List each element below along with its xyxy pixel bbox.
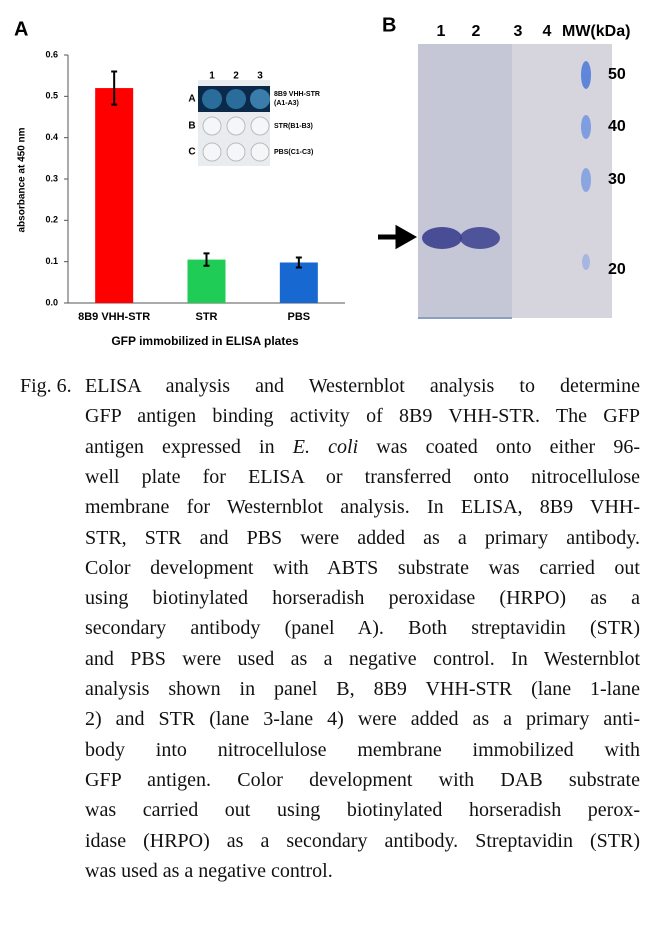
y-tick-label: 0.0 xyxy=(45,297,58,307)
lane-label: 4 xyxy=(543,23,552,40)
error-bar xyxy=(203,252,210,267)
inset-col: 1 xyxy=(209,71,215,82)
inset-row: B xyxy=(188,121,195,132)
y-tick-label: 0.2 xyxy=(45,215,58,225)
error-bar xyxy=(111,70,118,106)
blot: 1 2 3 4 MW(kDa) 50 40 30 20 xyxy=(378,23,630,319)
inset-row: A xyxy=(188,94,195,105)
y-axis-label: absorbance at 450 nm xyxy=(17,127,28,232)
caption-line: GFP antigen. Color development with DAB … xyxy=(85,768,640,791)
inset-note: (A1-A3) xyxy=(274,100,299,107)
well xyxy=(226,142,246,162)
lane-label: 2 xyxy=(472,23,481,40)
bar xyxy=(187,259,226,303)
y-tick-label: 0.4 xyxy=(45,132,58,142)
well xyxy=(226,89,246,109)
membrane xyxy=(512,44,612,318)
caption-line: membrane for Westernblot analysis. In EL… xyxy=(85,496,640,519)
caption-line: well plate for ELISA or transferred onto… xyxy=(85,465,640,488)
error-bar xyxy=(295,256,302,269)
band xyxy=(460,227,500,249)
x-tick-label: 8B9 VHH-STR xyxy=(78,311,150,323)
inset-note: STR(B1-B3) xyxy=(274,123,313,130)
mw-band xyxy=(582,254,590,270)
x-axis-label: GFP immobilized in ELISA plates xyxy=(111,334,299,348)
caption-text: was coated onto either 96- xyxy=(358,435,640,458)
caption-line: idase (HRPO) as a secondary antibody. St… xyxy=(85,829,640,852)
mw-band xyxy=(581,168,591,192)
bar xyxy=(95,88,134,303)
mw-label: 50 xyxy=(608,66,626,83)
caption-line: analysis shown in panel B, 8B9 VHH-STR (… xyxy=(85,678,640,700)
inset-plate: 1 2 3 A B C 8B9 VHH-STR (A1-A3) STR(B1-B… xyxy=(188,71,320,166)
well xyxy=(202,89,222,109)
caption-line: secondary antibody (panel A). Both strep… xyxy=(85,617,640,640)
lane-label: MW(kDa) xyxy=(562,23,630,40)
inset-col: 2 xyxy=(233,71,239,82)
y-tick-label: 0.1 xyxy=(45,256,58,266)
x-tick-label: PBS xyxy=(288,311,311,323)
panel-label: B xyxy=(382,14,396,36)
mw-label: 20 xyxy=(608,261,626,278)
inset-note: PBS(C1-C3) xyxy=(274,149,313,156)
panel-label: A xyxy=(14,18,28,40)
inset-row: C xyxy=(188,147,195,158)
y-tick-label: 0.3 xyxy=(45,173,58,183)
well xyxy=(226,116,246,136)
mw-band xyxy=(581,61,591,89)
well xyxy=(202,142,222,162)
caption-italic: E. coli xyxy=(292,435,359,458)
lane-label: 1 xyxy=(437,23,446,40)
membrane xyxy=(418,44,512,318)
caption-line: 2) and STR (lane 3-lane 4) were added as… xyxy=(85,708,640,731)
caption-line: using biotinylated horseradish peroxidas… xyxy=(85,587,640,610)
mw-label: 40 xyxy=(608,118,626,135)
caption-line: was carried out using biotinylated horse… xyxy=(85,799,640,822)
well xyxy=(202,116,222,136)
well xyxy=(250,142,270,162)
band xyxy=(422,227,462,249)
caption-line: ELISA analysis and Westernblot analysis … xyxy=(85,375,640,397)
well xyxy=(250,116,270,136)
inset-note: 8B9 VHH-STR xyxy=(274,91,320,98)
lane-label: 3 xyxy=(514,23,523,40)
y-tick-label: 0.6 xyxy=(45,49,58,59)
mw-label: 30 xyxy=(608,171,626,188)
caption-label: Fig. 6. xyxy=(20,375,72,397)
arrow xyxy=(378,224,418,250)
mw-band xyxy=(581,115,591,139)
bar xyxy=(279,262,318,303)
figure: A B absorbance at 450 nm GFP immobilized… xyxy=(14,14,630,348)
x-tick-label: STR xyxy=(196,311,218,323)
caption-line: GFP antigen binding activity of 8B9 VHH-… xyxy=(85,405,640,428)
caption-line: Color development with ABTS substrate wa… xyxy=(85,556,640,579)
caption-line: antigen expressed in E. coli was coated … xyxy=(85,435,640,459)
caption-line: body into nitrocellulose membrane immobi… xyxy=(85,738,640,761)
caption-line: STR, STR and PBS were added as a primary… xyxy=(85,526,640,549)
caption-line: and PBS were used as a negative control.… xyxy=(85,647,640,670)
caption-text: antigen expressed in xyxy=(85,435,293,458)
y-tick-label: 0.5 xyxy=(45,91,58,101)
inset-col: 3 xyxy=(257,71,263,82)
caption-line: was used as a negative control. xyxy=(85,859,333,882)
well xyxy=(250,89,270,109)
